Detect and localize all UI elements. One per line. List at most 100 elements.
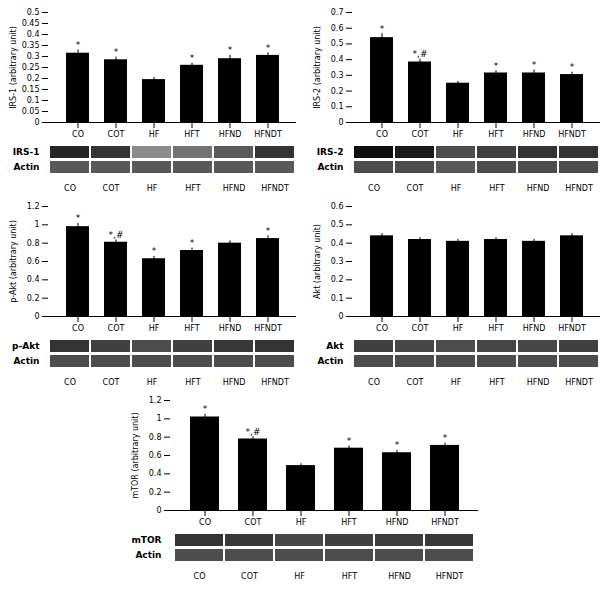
- svg-text:0.1: 0.1: [331, 102, 344, 111]
- svg-text:HFNDT: HFNDT: [436, 572, 464, 581]
- svg-text:HFT: HFT: [341, 518, 356, 527]
- svg-text:HFND: HFND: [527, 184, 550, 193]
- svg-text:*: *: [494, 61, 499, 71]
- svg-text:COT: COT: [407, 184, 424, 193]
- svg-text:CO: CO: [376, 324, 388, 333]
- svg-text:HFND: HFND: [223, 378, 246, 387]
- svg-text:HFT: HFT: [342, 572, 357, 581]
- svg-text:IRS-2 (arbitrary unit): IRS-2 (arbitrary unit): [313, 26, 322, 109]
- svg-text:Actin: Actin: [135, 550, 161, 560]
- svg-text:*: *: [380, 24, 385, 34]
- svg-text:HF: HF: [451, 184, 462, 193]
- svg-text:*: *: [190, 53, 195, 63]
- svg-text:0.4: 0.4: [27, 30, 40, 39]
- svg-text:CO: CO: [194, 572, 206, 581]
- svg-text:CO: CO: [368, 378, 380, 387]
- svg-text:0.2: 0.2: [149, 488, 162, 497]
- svg-text:0.05: 0.05: [22, 107, 40, 116]
- svg-text:0: 0: [338, 118, 343, 127]
- svg-text:HFT: HFT: [489, 184, 504, 193]
- svg-text:HF: HF: [296, 518, 307, 527]
- svg-text:COT: COT: [103, 378, 120, 387]
- svg-text:*,#: *,#: [413, 49, 428, 59]
- svg-text:0.6: 0.6: [149, 451, 162, 460]
- svg-text:HF: HF: [453, 324, 464, 333]
- svg-text:p-Akt (arbitrary unit): p-Akt (arbitrary unit): [9, 220, 18, 303]
- svg-text:IRS-1 (arbitrary unit): IRS-1 (arbitrary unit): [9, 26, 18, 109]
- svg-text:*: *: [152, 246, 157, 256]
- svg-text:COT: COT: [103, 184, 120, 193]
- svg-text:HFT: HFT: [185, 184, 200, 193]
- svg-text:0.5: 0.5: [331, 220, 344, 229]
- svg-text:COT: COT: [412, 130, 429, 139]
- svg-text:0.15: 0.15: [22, 85, 40, 94]
- svg-text:HFNDT: HFNDT: [558, 324, 586, 333]
- svg-text:mTOR (arbitrary unit): mTOR (arbitrary unit): [131, 412, 140, 498]
- svg-text:1: 1: [34, 220, 39, 229]
- svg-text:HFND: HFND: [386, 518, 409, 527]
- svg-text:*: *: [395, 440, 400, 450]
- svg-text:0.3: 0.3: [27, 52, 40, 61]
- svg-text:HF: HF: [453, 130, 464, 139]
- svg-text:COT: COT: [241, 572, 258, 581]
- svg-text:*: *: [228, 45, 233, 55]
- svg-text:HFT: HFT: [488, 324, 503, 333]
- svg-text:*: *: [203, 404, 208, 414]
- svg-text:COT: COT: [245, 518, 262, 527]
- svg-text:0.4: 0.4: [331, 55, 344, 64]
- svg-text:IRS-1: IRS-1: [13, 147, 40, 157]
- svg-text:HFND: HFND: [523, 130, 546, 139]
- svg-text:HFND: HFND: [223, 184, 246, 193]
- svg-text:HFT: HFT: [488, 130, 503, 139]
- svg-text:HFND: HFND: [527, 378, 550, 387]
- svg-text:0.4: 0.4: [27, 275, 40, 284]
- svg-text:*: *: [443, 433, 448, 443]
- svg-text:COT: COT: [412, 324, 429, 333]
- svg-text:HFNDT: HFNDT: [254, 324, 282, 333]
- svg-text:0.3: 0.3: [331, 257, 344, 266]
- svg-text:0.8: 0.8: [27, 239, 40, 248]
- svg-text:*: *: [570, 62, 575, 72]
- svg-text:HFNDT: HFNDT: [261, 184, 289, 193]
- svg-text:0.1: 0.1: [331, 294, 344, 303]
- svg-text:CO: CO: [72, 324, 84, 333]
- svg-text:CO: CO: [368, 184, 380, 193]
- svg-text:HFND: HFND: [219, 324, 242, 333]
- svg-text:*: *: [532, 60, 537, 70]
- svg-text:0.7: 0.7: [331, 8, 344, 17]
- svg-text:0.8: 0.8: [149, 433, 162, 442]
- svg-text:HFND: HFND: [523, 324, 546, 333]
- svg-text:HF: HF: [149, 324, 160, 333]
- svg-text:0.2: 0.2: [331, 275, 344, 284]
- svg-text:0.3: 0.3: [331, 71, 344, 80]
- svg-text:0: 0: [34, 312, 39, 321]
- svg-text:0.2: 0.2: [331, 87, 344, 96]
- svg-text:Actin: Actin: [317, 356, 343, 366]
- svg-text:Actin: Actin: [13, 356, 39, 366]
- svg-text:CO: CO: [64, 184, 76, 193]
- svg-text:mTOR: mTOR: [131, 535, 161, 545]
- svg-text:CO: CO: [199, 518, 211, 527]
- svg-text:Akt: Akt: [326, 341, 344, 351]
- svg-text:1: 1: [156, 414, 161, 423]
- svg-text:Akt (arbitrary unit): Akt (arbitrary unit): [313, 224, 322, 299]
- svg-text:0: 0: [34, 118, 39, 127]
- svg-text:HF: HF: [147, 184, 158, 193]
- svg-text:0.45: 0.45: [22, 19, 40, 28]
- svg-text:*: *: [76, 213, 81, 223]
- svg-text:Actin: Actin: [317, 162, 343, 172]
- svg-text:CO: CO: [376, 130, 388, 139]
- svg-text:HF: HF: [149, 130, 160, 139]
- svg-text:COT: COT: [108, 324, 125, 333]
- svg-text:HF: HF: [451, 378, 462, 387]
- svg-text:HFT: HFT: [184, 324, 199, 333]
- svg-text:HFT: HFT: [185, 378, 200, 387]
- svg-text:0: 0: [156, 506, 161, 515]
- svg-text:HFT: HFT: [489, 378, 504, 387]
- svg-text:IRS-2: IRS-2: [317, 147, 344, 157]
- svg-text:*: *: [190, 238, 195, 248]
- svg-text:0.25: 0.25: [22, 63, 40, 72]
- svg-text:0.6: 0.6: [27, 257, 40, 266]
- svg-text:0: 0: [338, 312, 343, 321]
- svg-text:HFNDT: HFNDT: [254, 130, 282, 139]
